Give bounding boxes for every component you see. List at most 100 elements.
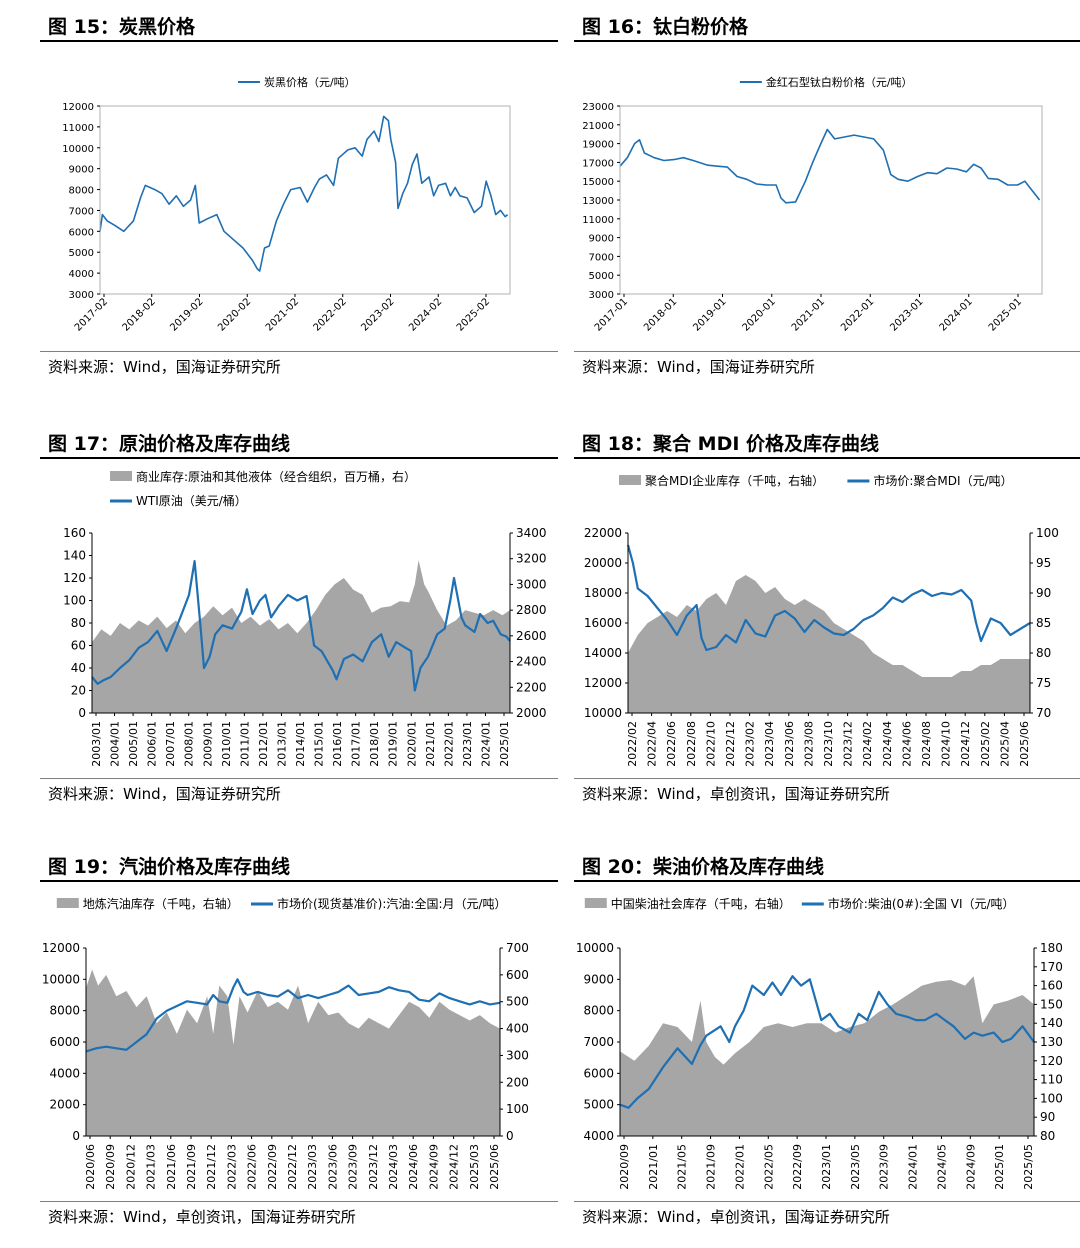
- figure-15-panel: 图 15：炭黑价格 3000 4000 5000 6000 7000 8000 9000 10…: [40, 8, 558, 408]
- legend-label: 地炼汽油库存（千吨，右轴）: [83, 896, 239, 911]
- x-tick-label: 2025/03: [468, 1144, 481, 1190]
- y2-tick-label: 100: [1040, 1091, 1063, 1105]
- figure-16-panel: 图 16：钛白粉价格 3000 5000 7000 9000 11000 13000 150…: [574, 8, 1080, 408]
- legend-area-swatch: [110, 471, 132, 481]
- y-tick-label: 8000: [49, 1004, 80, 1018]
- x-tick-label: 2006/01: [146, 721, 159, 767]
- y-tick-label: 11000: [62, 123, 94, 134]
- y-tick-label: 23000: [582, 102, 614, 113]
- x-tick-label: 2020/12: [124, 1144, 137, 1190]
- price-line-series: [619, 128, 1041, 204]
- x-tick-label: 2023-02: [359, 296, 396, 333]
- x-tick-label: 2024/09: [964, 1144, 977, 1190]
- x-tick-label: 2020-02: [216, 296, 253, 333]
- figure-19-panel: 图 19：汽油价格及库存曲线 0 2000 4000 6000 8000 10000 120…: [40, 848, 558, 1248]
- x-tick-label: 2024/03: [387, 1144, 400, 1190]
- mdi-price-inventory-chart: 10000 12000 14000 16000 18000 20000 22000 70 75 8…: [584, 473, 1059, 767]
- y-tick-label: 6000: [49, 1035, 80, 1049]
- y-tick-label: 8000: [583, 1004, 614, 1018]
- y-tick-label: 22000: [584, 526, 622, 540]
- x-tick-label: 2024/01: [907, 1144, 920, 1190]
- y-tick-label: 4000: [583, 1129, 614, 1143]
- x-tick-label: 2004/01: [109, 721, 122, 767]
- legend-label: 炭黑价格（元/吨）: [264, 75, 356, 89]
- y2-tick-label: 150: [1040, 997, 1063, 1011]
- legend-area-swatch: [619, 475, 641, 485]
- figure-source: 资料来源：Wind，国海证券研究所: [574, 351, 1080, 381]
- x-tick-label: 2023/01: [820, 1144, 833, 1190]
- x-tick-label: 2008/01: [183, 721, 196, 767]
- x-tick-label: 2017/01: [350, 721, 363, 767]
- x-tick-label: 2018-01: [642, 296, 679, 333]
- inventory-area-series: [92, 560, 510, 713]
- x-tick-label: 2024-02: [407, 296, 444, 333]
- x-tick-label: 2020/09: [618, 1144, 631, 1190]
- x-tick-label: 2024/05: [935, 1144, 948, 1190]
- y-tick-label: 6000: [583, 1066, 614, 1080]
- y-tick-label: 5000: [583, 1098, 614, 1112]
- y2-tick-label: 300: [506, 1048, 529, 1062]
- x-tick-label: 2023/02: [744, 721, 757, 767]
- legend-label: 聚合MDI企业库存（千吨，右轴）: [645, 473, 824, 488]
- x-tick-label: 2023/06: [783, 721, 796, 767]
- x-tick-label: 2017-02: [73, 296, 110, 333]
- x-tick-label: 2012/01: [257, 721, 270, 767]
- x-tick-label: 2025-02: [455, 296, 492, 333]
- x-tick-label: 2018/01: [368, 721, 381, 767]
- x-tick-label: 2010/01: [220, 721, 233, 767]
- y2-tick-label: 180: [1040, 941, 1063, 955]
- x-tick-label: 2022/09: [791, 1144, 804, 1190]
- price-line-series: [626, 544, 1031, 652]
- x-tick-label: 2025/01: [993, 1144, 1006, 1190]
- y2-tick-label: 2800: [516, 603, 547, 617]
- x-tick-label: 2014/01: [294, 721, 307, 767]
- y2-tick-label: 500: [506, 995, 529, 1009]
- x-tick-label: 2024/10: [940, 721, 953, 767]
- x-tick-label: 2023/03: [306, 1144, 319, 1190]
- y2-tick-label: 130: [1040, 1035, 1063, 1049]
- y-tick-label: 7000: [583, 1035, 614, 1049]
- x-tick-label: 2023/06: [326, 1144, 339, 1190]
- figure-source: 资料来源：Wind，国海证券研究所: [40, 351, 558, 381]
- y2-tick-label: 80: [1040, 1129, 1055, 1143]
- x-tick-label: 2018-02: [121, 296, 158, 333]
- y-tick-label: 0: [72, 1129, 80, 1143]
- figure-17-panel: 图 17：原油价格及库存曲线 0 20 40 60 80 100 120 140 160 2000…: [40, 425, 558, 825]
- x-tick-label: 2025-01: [987, 296, 1024, 333]
- x-tick-label: 2021/03: [145, 1144, 158, 1190]
- x-tick-label: 2022/01: [442, 721, 455, 767]
- y-tick-label: 15000: [582, 177, 614, 188]
- x-tick-label: 2021/09: [185, 1144, 198, 1190]
- crude-oil-price-inventory-chart: 0 20 40 60 80 100 120 140 160 2000 2200 2400 2600 280…: [63, 469, 547, 767]
- y-tick-label: 160: [63, 526, 86, 540]
- y2-tick-label: 85: [1036, 616, 1051, 630]
- inventory-area-series: [620, 976, 1034, 1136]
- y-tick-label: 20: [71, 684, 86, 698]
- y2-tick-label: 3400: [516, 526, 547, 540]
- x-tick-label: 2025/02: [979, 721, 992, 767]
- y-tick-label: 20000: [584, 556, 622, 570]
- y2-tick-label: 80: [1036, 646, 1051, 660]
- x-tick-label: 2022/06: [246, 1144, 259, 1190]
- y2-tick-label: 120: [1040, 1054, 1063, 1068]
- x-tick-label: 2022/05: [762, 1144, 775, 1190]
- x-tick-label: 2019-02: [168, 296, 205, 333]
- y-tick-label: 2000: [49, 1098, 80, 1112]
- y-tick-label: 7000: [69, 206, 94, 217]
- y-tick-label: 4000: [49, 1066, 80, 1080]
- legend-label: WTI原油（美元/桶）: [136, 493, 247, 508]
- x-tick-label: 2025/04: [998, 721, 1011, 767]
- figure-source: 资料来源：Wind，卓创资讯，国海证券研究所: [574, 778, 1080, 808]
- x-tick-label: 2023/08: [802, 721, 815, 767]
- gasoline-price-inventory-chart: 0 2000 4000 6000 8000 10000 12000 0 100 200 300 400…: [42, 896, 529, 1190]
- y-tick-label: 21000: [582, 121, 614, 132]
- x-tick-label: 2024-01: [938, 296, 975, 333]
- y-tick-label: 6000: [69, 227, 94, 238]
- y-tick-label: 80: [71, 616, 86, 630]
- x-tick-label: 2020/01: [405, 721, 418, 767]
- figure-source: 资料来源：Wind，国海证券研究所: [40, 778, 558, 808]
- y-tick-label: 11000: [582, 215, 614, 226]
- figure-title: 图 18：聚合 MDI 价格及库存曲线: [574, 425, 1080, 459]
- y2-tick-label: 3200: [516, 552, 547, 566]
- x-tick-label: 2021/01: [424, 721, 437, 767]
